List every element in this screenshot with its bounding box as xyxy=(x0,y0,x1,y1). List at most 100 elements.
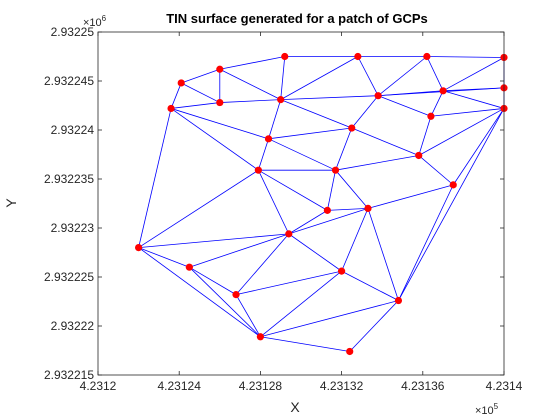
gcp-point xyxy=(423,52,431,61)
tin-edge xyxy=(367,184,454,209)
gcp-point xyxy=(277,96,285,104)
tin-edge xyxy=(138,233,289,248)
gcp-point xyxy=(415,151,423,160)
gcp-point xyxy=(167,104,175,113)
tin-edge xyxy=(418,108,505,156)
gcp-point xyxy=(364,204,372,212)
tin-edge xyxy=(341,270,399,301)
gcp-point xyxy=(427,112,435,120)
tin-edge xyxy=(260,300,399,338)
gcp-point xyxy=(285,230,293,238)
tin-edge xyxy=(341,208,369,272)
gcp-point xyxy=(331,166,340,174)
plot-area-box xyxy=(97,31,505,376)
tin-edge xyxy=(258,170,290,235)
tin-edge xyxy=(442,90,505,109)
gcp-point xyxy=(264,135,273,143)
x-tick-label: 4.2314 xyxy=(486,379,523,393)
x-axis-multiplier: ×105 xyxy=(475,402,499,417)
tin-edge xyxy=(398,184,454,301)
tin-edge xyxy=(326,170,336,211)
tin-edge xyxy=(288,210,328,235)
y-tick-label: 2.93224 xyxy=(51,123,95,137)
tin-edge xyxy=(189,266,237,295)
tin-edge xyxy=(351,127,419,156)
x-tick-label: 4.23124 xyxy=(158,379,202,393)
tin-edge xyxy=(260,336,350,352)
tin-edge xyxy=(351,95,379,129)
tin-edge xyxy=(430,90,444,117)
gcp-point xyxy=(348,124,356,132)
tin-edge xyxy=(280,56,359,100)
gcp-point xyxy=(394,296,403,305)
tin-edge xyxy=(288,208,369,235)
tin-edge xyxy=(235,294,261,337)
tin-edge xyxy=(418,155,454,186)
x-multiplier-exponent: 5 xyxy=(494,402,499,411)
gcp-point xyxy=(346,347,354,356)
tin-edge xyxy=(268,138,336,171)
tin-edge xyxy=(377,56,428,97)
svg-text:×106: ×106 xyxy=(83,14,107,29)
x-tick-label: 4.23132 xyxy=(320,379,364,393)
gcp-point xyxy=(232,291,240,299)
y-tick-label: 2.93225 xyxy=(51,25,95,39)
y-axis-ticks: 2.932215 2.93222 2.932225 2.93223 2.932235 2.… xyxy=(44,25,504,382)
x-tick-label: 4.23128 xyxy=(239,379,283,393)
gcp-point xyxy=(338,267,346,275)
gcp-point xyxy=(439,87,447,95)
y-tick-label: 2.93223 xyxy=(51,221,95,235)
x-multiplier-base: ×10 xyxy=(475,405,494,417)
tin-edge xyxy=(268,99,282,139)
tin-edge xyxy=(288,233,342,272)
tin-edge xyxy=(268,127,352,140)
y-tick-label: 2.932245 xyxy=(44,74,94,88)
tin-edges xyxy=(138,56,505,352)
x-axis-ticks: 4.2312 4.23124 4.23128 4.23132 4.23136 4.2314 xyxy=(80,32,523,393)
tin-edge xyxy=(398,108,505,301)
tin-edge xyxy=(170,82,182,109)
tin-edge xyxy=(280,95,379,101)
tin-edge xyxy=(189,233,289,268)
gcp-point xyxy=(254,166,262,174)
tin-edge xyxy=(170,108,259,171)
y-axis-multiplier: ×106 xyxy=(83,14,107,29)
gcp-point xyxy=(177,79,185,87)
tin-edge xyxy=(430,108,505,117)
tin-edge xyxy=(138,247,190,268)
tin-edge xyxy=(181,68,220,84)
x-axis-label: X xyxy=(290,399,300,415)
gcp-point xyxy=(216,65,224,73)
y-axis-label: Y xyxy=(3,198,19,208)
tin-edge xyxy=(377,95,432,117)
gcp-point xyxy=(135,244,143,252)
tin-edge xyxy=(357,56,379,96)
tin-edge xyxy=(219,99,281,103)
y-tick-label: 2.93222 xyxy=(51,319,95,333)
y-tick-label: 2.932215 xyxy=(44,368,94,382)
tin-edge xyxy=(426,56,505,58)
tin-edge xyxy=(189,266,261,338)
tin-edge xyxy=(171,102,220,109)
y-tick-label: 2.932225 xyxy=(44,270,94,284)
tin-edge xyxy=(335,127,353,171)
gcp-point xyxy=(185,263,193,271)
tin-edge xyxy=(335,155,419,171)
tin-edge xyxy=(257,138,269,171)
tin-edge xyxy=(235,233,290,295)
gcp-point xyxy=(281,52,289,61)
tin-edge xyxy=(181,82,220,103)
y-tick-label: 2.932235 xyxy=(44,172,94,186)
tin-edge xyxy=(418,116,432,156)
tin-edge xyxy=(280,56,286,100)
tin-edge xyxy=(335,169,369,209)
tin-edge xyxy=(426,56,444,91)
tin-edge xyxy=(280,99,352,129)
tin-edge xyxy=(452,108,505,186)
gcp-point xyxy=(374,92,382,100)
gcp-point xyxy=(256,333,264,341)
x-tick-label: 4.2312 xyxy=(80,379,117,393)
chart-title: TIN surface generated for a patch of GCP… xyxy=(166,11,428,26)
tin-edge xyxy=(367,208,399,301)
